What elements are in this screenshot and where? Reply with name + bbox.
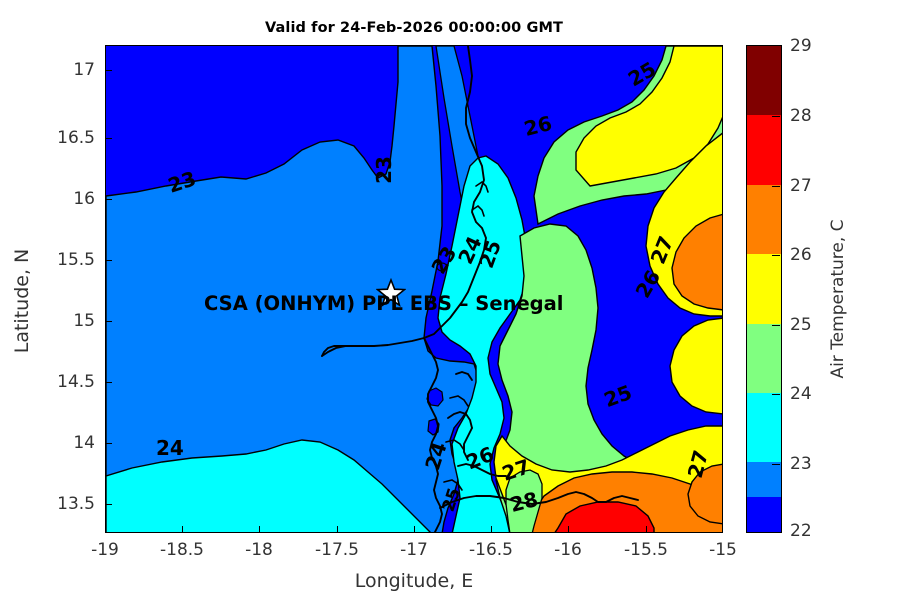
colorbar-band-22-22.5 xyxy=(747,497,781,532)
colorbar-tick-label: 24 xyxy=(790,384,812,404)
y-tick-label: 17 xyxy=(73,60,95,80)
x-tick-label: -18.5 xyxy=(160,540,204,560)
colorbar-tick-mark xyxy=(772,186,780,188)
colorbar-band-24-25 xyxy=(747,323,781,393)
colorbar xyxy=(746,45,782,533)
y-tick-label: 16 xyxy=(73,189,95,209)
x-tick-label: -15 xyxy=(709,540,737,560)
y-tick-label: 15 xyxy=(73,311,95,331)
colorbar-tick-mark xyxy=(772,116,780,118)
y-tick-label: 16.5 xyxy=(57,128,95,148)
temperature-field xyxy=(106,46,722,532)
x-tick-mark xyxy=(491,526,493,533)
band-27-right-blob xyxy=(671,213,722,311)
y-tick-mark xyxy=(105,138,112,140)
x-tick-label: -17.5 xyxy=(315,540,359,560)
colorbar-tick-label: 25 xyxy=(790,315,812,335)
colorbar-band-22.5-23 xyxy=(747,462,781,498)
contour-map-svg xyxy=(106,46,722,532)
y-tick-mark xyxy=(105,70,112,72)
band-28-south xyxy=(554,501,655,532)
site-label: CSA (ONHYM) PPL EBS – Senegal xyxy=(204,292,564,315)
colorbar-tick-mark xyxy=(772,394,780,396)
x-tick-label: -16 xyxy=(554,540,582,560)
x-tick-mark xyxy=(414,526,416,533)
colorbar-band-23-24 xyxy=(747,392,781,463)
y-tick-mark xyxy=(105,199,112,201)
x-tick-mark xyxy=(182,526,184,533)
star-marker[interactable] xyxy=(376,278,406,308)
y-tick-mark xyxy=(105,504,112,506)
colorbar-tick-label: 23 xyxy=(790,454,812,474)
y-axis-label: Latitude, N xyxy=(11,248,33,354)
colorbar-tick-label: 26 xyxy=(790,245,812,265)
y-tick-label: 15.5 xyxy=(57,250,95,270)
colorbar-tick-label: 28 xyxy=(790,106,812,126)
y-tick-label: 14.5 xyxy=(57,372,95,392)
band-26-lower-right xyxy=(669,317,722,415)
colorbar-tick-mark xyxy=(772,464,780,466)
y-tick-mark xyxy=(105,443,112,445)
y-tick-mark xyxy=(105,321,112,323)
coastline xyxy=(321,46,639,532)
band-26-fill xyxy=(575,46,722,187)
band-25-lower-coast xyxy=(505,469,543,532)
river-estuaries xyxy=(443,180,489,491)
x-tick-label: -18 xyxy=(245,540,273,560)
x-tick-label: -17 xyxy=(400,540,428,560)
contour-label: 23 xyxy=(371,156,396,184)
x-tick-label: -19 xyxy=(91,540,119,560)
x-tick-mark xyxy=(337,526,339,533)
colorbar-band-28-29 xyxy=(747,46,781,116)
colorbar-label: Air Temperature, C xyxy=(828,219,848,379)
band-23-fill xyxy=(106,46,479,532)
y-tick-label: 14 xyxy=(73,433,95,453)
inland-water-blob-3 xyxy=(436,262,448,272)
y-tick-label: 13.5 xyxy=(57,494,95,514)
colorbar-band-26-27 xyxy=(747,184,781,255)
x-axis-label: Longitude, E xyxy=(354,570,474,592)
contour-plot-area: 23 23 23 24 25 26 25 27 26 25 24 24 26 2… xyxy=(105,45,723,533)
y-tick-mark xyxy=(105,382,112,384)
colorbar-tick-label: 29 xyxy=(790,36,812,56)
colorbar-band-27-28 xyxy=(747,115,781,185)
colorbar-tick-mark xyxy=(772,325,780,327)
chart-title: Valid for 24-Feb-2026 00:00:00 GMT xyxy=(264,20,563,36)
colorbar-tick-label: 27 xyxy=(790,176,812,196)
contour-label: 24 xyxy=(156,436,184,460)
y-tick-mark xyxy=(105,260,112,262)
colorbar-band-25-26 xyxy=(747,254,781,324)
x-tick-label: -15.5 xyxy=(624,540,668,560)
colorbar-tick-mark xyxy=(772,255,780,257)
x-tick-mark xyxy=(646,526,648,533)
band-27-right-pocket xyxy=(687,463,722,525)
band-24-fill xyxy=(106,439,431,532)
colorbar-tick-label: 22 xyxy=(790,521,812,541)
x-tick-mark xyxy=(259,526,261,533)
x-tick-label: -16.5 xyxy=(469,540,513,560)
x-tick-mark xyxy=(568,526,570,533)
